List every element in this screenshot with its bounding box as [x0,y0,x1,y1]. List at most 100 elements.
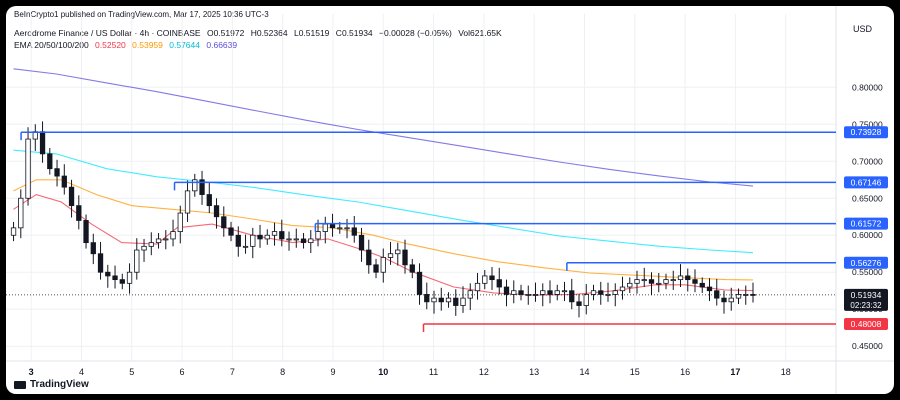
candle-body [605,294,611,296]
candle-body [119,279,125,284]
candle-body [590,290,597,295]
candle-body [685,275,691,281]
x-tick-label: 6 [180,367,185,377]
bar-countdown-label: 02:23:32 [850,301,882,310]
candle-body [235,234,241,247]
ema20-value: 0.52520 [95,40,126,50]
candle-body [670,279,676,282]
x-tick-label: 11 [429,367,438,377]
ema100-value: 0.57644 [169,40,200,50]
x-tick-label: 7 [230,367,235,377]
x-tick-label: 15 [630,367,640,377]
candle-body [416,271,423,295]
candle-body [170,231,176,240]
candle-body [402,249,408,266]
candle-body [460,297,466,306]
candle-body [547,290,553,295]
candle-body [641,279,647,282]
candle-body [721,297,727,303]
candle-body [192,179,198,192]
candle-body [97,253,104,273]
level-badge-label: 0.67146 [851,177,882,187]
tradingview-logo-icon [14,380,26,389]
y-tick-label: 0.80000 [852,82,883,92]
candle-body [409,264,415,273]
candle-body [467,290,473,299]
candle-body [373,264,379,273]
candle-body [387,253,394,258]
y-tick-label: 0.65000 [852,193,883,203]
candle-body [300,238,307,244]
candle-body [496,279,502,288]
candle-body [692,279,698,284]
candle-body [554,290,560,295]
x-tick-label: 9 [330,367,335,377]
x-tick-label: 4 [79,367,84,377]
candle-body [337,227,343,230]
candle-body [634,279,640,284]
candle-body [656,282,662,285]
x-tick-label: 16 [680,367,690,377]
change-value: −0.00028 (−0.05%) [379,28,452,38]
x-tick-label: 5 [129,367,134,377]
candle-body [90,242,96,255]
symbol-title[interactable]: Aerodrome Finance / US Dollar · 4h · COI… [14,28,201,38]
candle-body [264,234,270,240]
ema200-value: 0.66639 [206,40,238,50]
volume-value: Vol621.65K [458,28,502,38]
price-chart[interactable]: 0.80000 0.75000 0.70000 0.65000 0.60000 0.550… [6,6,894,394]
x-tick-label: 13 [529,367,539,377]
candle-body [706,286,713,292]
candle-body [134,249,140,273]
open-label: O [206,28,214,38]
candle-body [424,294,430,303]
candle-body [431,297,437,303]
currency-label[interactable]: USD [852,24,872,34]
candle-body [213,205,220,218]
candle-body [126,271,133,284]
candle-body [322,223,328,232]
tradingview-logo[interactable]: TradingView [14,379,89,390]
candle-body [206,194,212,207]
high-value: 0.52364 [256,28,288,38]
candle-body [308,238,314,244]
candle-body [395,249,401,255]
candle-body [105,271,111,277]
current-price-label: 0.51934 [851,290,882,300]
candle-body [315,231,321,240]
y-tick-label: 0.75000 [852,119,883,129]
candle-body [18,197,24,229]
y-tick-label: 0.60000 [852,230,883,240]
candle-body [184,190,191,214]
candle-body [351,227,357,236]
candle-body [228,227,234,236]
candle-body [76,205,82,221]
candle-body [148,242,154,247]
candle-body [199,179,205,195]
candle-body [366,249,372,266]
ema-legend-row[interactable]: EMA 20/50/100/200 0.52520 0.53959 0.5764… [14,40,237,50]
candle-body [438,297,444,303]
x-tick-label: 3 [29,367,34,377]
ema-line-ema200 [13,68,754,187]
candle-body [286,238,292,241]
high-label: H [250,28,257,38]
current-price-badge [844,288,888,311]
candle-body [728,297,734,303]
candle-body [358,234,365,251]
candle-body [221,216,227,229]
chart-panel: BeInCrypto1 published on TradingView.com… [6,6,894,394]
candle-body [482,275,488,284]
candle-body [583,294,589,306]
y-tick-label: 0.55000 [852,267,883,277]
candle-body [699,282,705,288]
candle-body [177,212,183,232]
y-tick-label: 0.45000 [852,341,883,351]
candle-body [445,297,452,303]
candle-body [627,282,633,288]
candle-body [242,245,249,248]
tradingview-logo-text: TradingView [30,379,89,390]
level-badge-label: 0.61572 [851,219,882,229]
candle-body [271,231,278,236]
ema-line-ema100 [13,149,754,254]
